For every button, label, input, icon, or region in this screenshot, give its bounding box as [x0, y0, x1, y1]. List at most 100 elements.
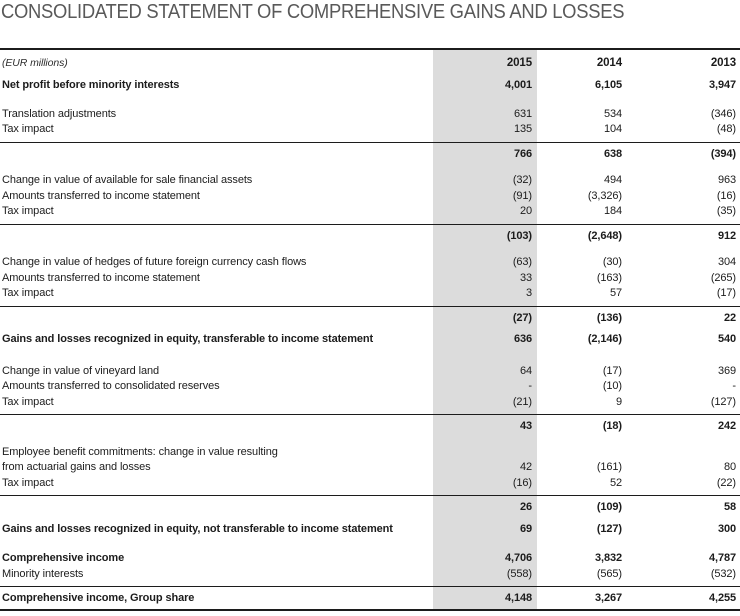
value-2013: 58 — [723, 501, 736, 513]
value-2015: 64 — [519, 364, 532, 377]
row-label: Gains and losses recognized in equity, n… — [2, 522, 393, 535]
row-label: Amounts transferred to income statement — [2, 189, 200, 202]
row-label: Translation adjustments — [2, 107, 117, 120]
value-2015: 766 — [513, 147, 532, 160]
value-2013: 369 — [717, 364, 736, 377]
value-2013: 22 — [723, 311, 736, 324]
value-2015: 631 — [513, 107, 532, 120]
value-2013: (16) — [716, 189, 736, 202]
row-label: Comprehensive income — [2, 552, 125, 564]
value-2014: 494 — [603, 174, 622, 186]
column-header-2015: 2015 — [506, 57, 532, 69]
table-row: from actuarial gains and losses 42 (161) 80 — [0, 460, 740, 476]
table-row: Change in value of vineyard land 64 (17) 36… — [0, 364, 740, 380]
value-2013: (127) — [710, 395, 736, 408]
value-2015: 69 — [519, 522, 532, 535]
row-label — [0, 229, 433, 245]
value-2015: 42 — [519, 461, 532, 473]
value-2015 — [433, 445, 537, 461]
table-row: Change in value of available for sale fi… — [0, 173, 740, 189]
value-2015: 135 — [513, 123, 532, 135]
row-label: Amounts transferred to consolidated rese… — [2, 380, 220, 392]
row-label: Tax impact — [2, 123, 54, 135]
table-row: Translation adjustments 631 534 (346) — [0, 107, 740, 123]
table-row: Comprehensive income 4,706 3,832 4,787 — [0, 551, 740, 567]
value-2014: (17) — [602, 364, 622, 377]
value-2013 — [626, 445, 740, 461]
value-2014: 3,832 — [594, 552, 622, 564]
row-label: Amounts transferred to income statement — [2, 271, 200, 284]
table-row: Gains and losses recognized in equity, t… — [0, 332, 740, 348]
row-label: Net profit before minority interests — [2, 79, 180, 91]
value-2013: - — [732, 380, 736, 392]
value-2015: 636 — [513, 333, 532, 345]
value-2013: 80 — [723, 461, 736, 473]
row-label: Minority interests — [2, 567, 84, 580]
blank-row — [0, 94, 740, 107]
value-2015: (32) — [512, 174, 532, 186]
value-2015: (63) — [512, 256, 532, 268]
value-2014: 534 — [603, 107, 622, 120]
value-2013: 3,947 — [708, 79, 736, 91]
table-row: 766 638 (394) — [0, 141, 740, 163]
row-label: from actuarial gains and losses — [2, 461, 151, 473]
table-row: Tax impact 20 184 (35) — [0, 204, 740, 220]
value-2013: (17) — [716, 287, 736, 299]
value-2014: 638 — [603, 147, 622, 160]
row-label — [0, 147, 433, 163]
table-row: Tax impact 135 104 (48) — [0, 122, 740, 138]
table-row: Tax impact (21) 9 (127) — [0, 395, 740, 411]
value-2014: (2,648) — [587, 229, 622, 242]
value-2014: 184 — [603, 205, 622, 217]
table-row: Tax impact 3 57 (17) — [0, 286, 740, 302]
row-label: Tax impact — [2, 287, 54, 299]
value-2015: 43 — [519, 420, 532, 432]
page-title: CONSOLIDATED STATEMENT OF COMPREHENSIVE … — [1, 1, 625, 23]
table-row: Net profit before minority interests 4,00… — [0, 78, 740, 94]
value-2015: 20 — [519, 205, 532, 217]
row-label: Tax impact — [2, 205, 54, 217]
table-row: Amounts transferred to consolidated rese… — [0, 379, 740, 395]
table-row: Gains and losses recognized in equity, n… — [0, 522, 740, 538]
value-2013: 912 — [717, 229, 736, 242]
row-label: Change in value of available for sale fi… — [2, 174, 253, 186]
value-2014: 52 — [609, 476, 622, 489]
value-2014: (3,326) — [587, 189, 622, 202]
table-row: (27) (136) 22 — [0, 305, 740, 327]
value-2015: (21) — [512, 395, 532, 408]
blank-row — [0, 162, 740, 173]
value-2014 — [537, 445, 626, 461]
value-2015: (16) — [512, 476, 532, 489]
value-2015: 33 — [519, 271, 532, 284]
row-label: Tax impact — [2, 395, 54, 408]
blank-row — [0, 435, 740, 445]
blank-row — [0, 244, 740, 255]
statement-table: (EUR millions) 2015 2014 2013 Net profit… — [0, 48, 740, 611]
value-2014: 104 — [603, 123, 622, 135]
value-2015: (103) — [506, 229, 532, 242]
value-2014: (565) — [596, 567, 622, 580]
value-2014: (2,146) — [587, 333, 622, 345]
table-row: Minority interests (558) (565) (532) — [0, 567, 740, 583]
value-2013: (394) — [710, 147, 736, 160]
value-2013: (48) — [716, 123, 736, 135]
row-label: Change in value of hedges of future fore… — [2, 256, 307, 268]
table-row: (103) (2,648) 912 — [0, 223, 740, 245]
value-2014: 9 — [615, 395, 622, 408]
table-row: Employee benefit commitments: change in … — [0, 445, 740, 461]
value-2015: 4,148 — [504, 592, 532, 604]
table-header-row: (EUR millions) 2015 2014 2013 — [0, 54, 740, 72]
column-header-2014: 2014 — [596, 57, 622, 69]
value-2014: (18) — [602, 420, 622, 432]
value-2014: (136) — [596, 311, 622, 324]
value-2014: (10) — [602, 380, 622, 392]
table-row: Tax impact (16) 52 (22) — [0, 476, 740, 492]
value-2013: 4,787 — [708, 552, 736, 564]
blank-row — [0, 537, 740, 551]
value-2015: 4,001 — [504, 79, 532, 91]
blank-row — [0, 348, 740, 364]
value-2013: 242 — [717, 420, 736, 432]
value-2013: (346) — [710, 107, 736, 120]
highlight-band-2015 — [433, 50, 537, 609]
